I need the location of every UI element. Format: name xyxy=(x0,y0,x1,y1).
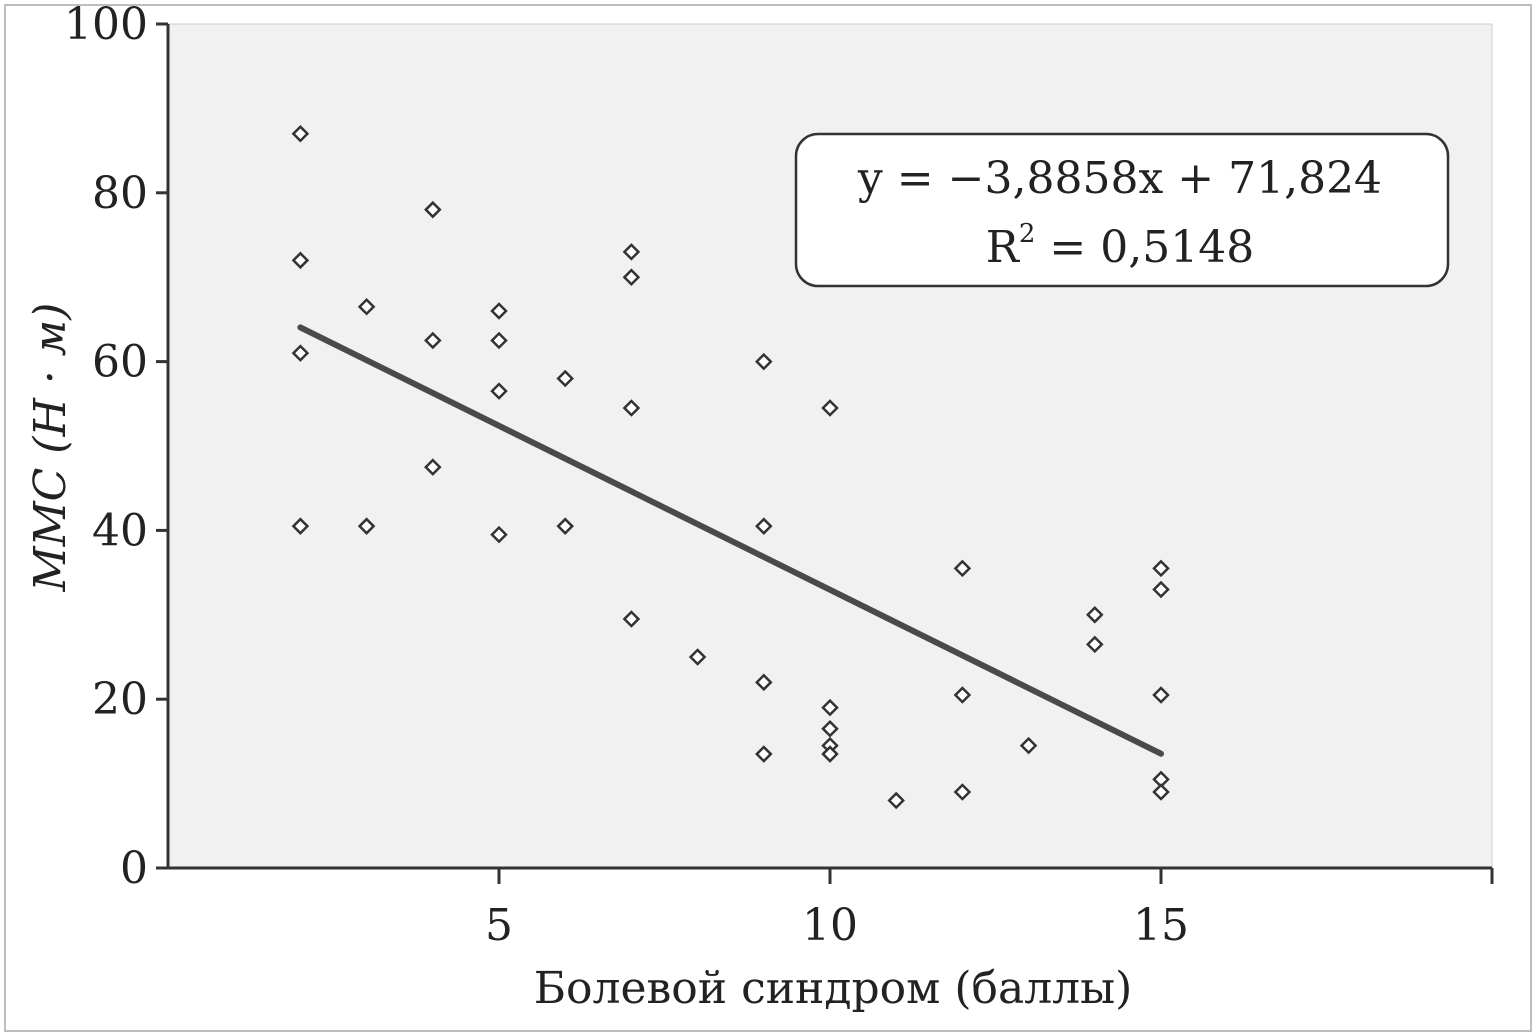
data-point xyxy=(755,673,773,692)
data-point xyxy=(622,399,641,417)
data-point xyxy=(887,791,905,810)
y-tick-label: 20 xyxy=(92,674,148,725)
y-tick-label: 40 xyxy=(92,505,148,556)
data-point xyxy=(490,525,508,544)
data-points xyxy=(291,124,1170,810)
data-point xyxy=(622,268,641,286)
y-tick-label: 0 xyxy=(120,843,148,894)
r-squared-value: = 0,5148 xyxy=(1035,222,1254,273)
data-point xyxy=(424,331,442,350)
y-tick-label: 80 xyxy=(92,168,148,219)
trendline xyxy=(297,324,1164,757)
data-point xyxy=(821,399,839,417)
data-point xyxy=(953,783,972,801)
data-point xyxy=(953,686,972,704)
data-point xyxy=(755,352,773,371)
data-point xyxy=(622,610,641,628)
data-point xyxy=(755,745,773,763)
data-point xyxy=(556,369,574,388)
r-squared-superscript: 2 xyxy=(1019,219,1036,249)
y-tick-label: 60 xyxy=(92,337,148,388)
r-squared-label: R xyxy=(986,222,1021,273)
data-point xyxy=(357,517,376,535)
data-point xyxy=(490,331,508,350)
data-point xyxy=(1152,559,1170,578)
data-point xyxy=(556,517,574,535)
equation-box xyxy=(794,132,1450,288)
data-point xyxy=(821,719,839,738)
data-point xyxy=(490,302,508,320)
x-tick-label: 15 xyxy=(1133,900,1189,951)
data-point xyxy=(821,698,839,717)
data-point xyxy=(1086,635,1104,654)
data-point xyxy=(424,458,442,476)
data-point xyxy=(291,124,310,143)
x-tick-labels: 5 10 15 xyxy=(485,900,1189,951)
data-point xyxy=(953,559,972,578)
figure-frame xyxy=(4,4,1532,1032)
y-tick-label: 100 xyxy=(64,0,148,50)
data-point xyxy=(291,251,310,270)
data-point xyxy=(1152,580,1170,599)
r-squared-text: R2 = 0,5148 xyxy=(986,219,1254,273)
data-point xyxy=(622,243,641,261)
equation-text: y = −3,8858x + 71,824 xyxy=(857,153,1382,204)
axis-ticks xyxy=(156,22,1494,884)
data-point xyxy=(490,382,508,400)
data-point xyxy=(755,517,773,535)
data-point xyxy=(357,297,376,316)
data-point xyxy=(1086,606,1104,624)
data-point xyxy=(1152,783,1170,801)
data-point xyxy=(291,344,310,362)
y-axis-title: ММС (Н · м) xyxy=(25,303,76,593)
data-point xyxy=(424,200,442,219)
data-point xyxy=(291,517,310,535)
x-tick-label: 5 xyxy=(485,900,513,951)
x-tick-label: 10 xyxy=(802,900,858,951)
data-point xyxy=(1019,736,1038,755)
data-point xyxy=(821,745,839,763)
data-point xyxy=(688,648,707,666)
y-tick-labels: 0 20 40 60 80 100 xyxy=(64,0,148,894)
x-axis-title: Болевой синдром (баллы) xyxy=(534,963,1133,1014)
data-point xyxy=(1152,686,1170,704)
